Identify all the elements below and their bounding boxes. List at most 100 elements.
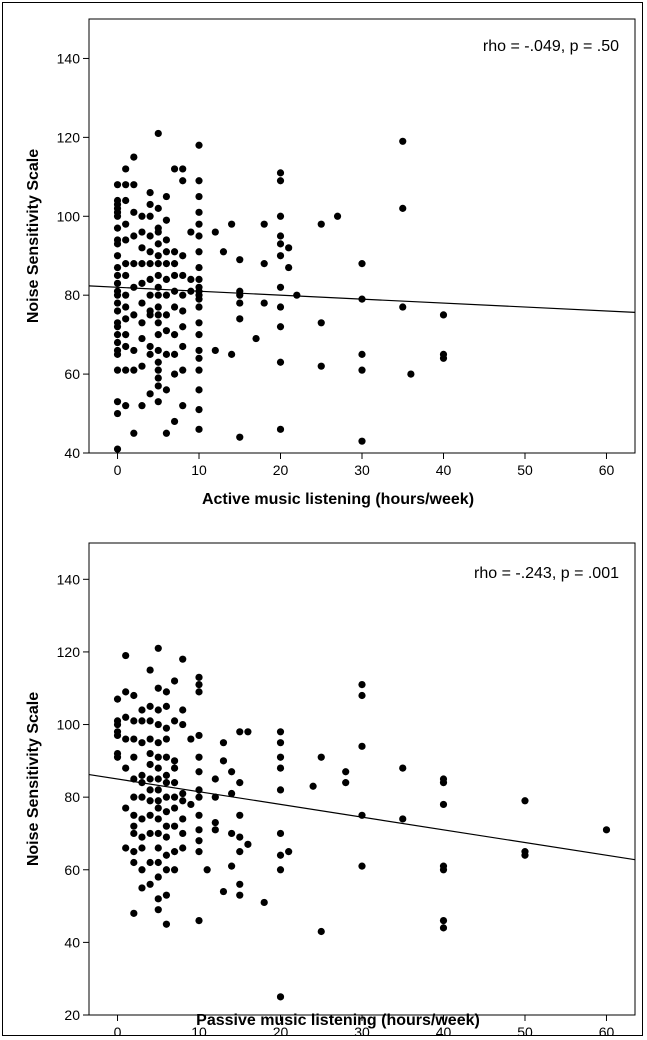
data-point xyxy=(138,833,146,841)
data-point xyxy=(195,793,203,801)
data-point xyxy=(162,735,171,743)
data-point xyxy=(179,844,187,852)
data-point xyxy=(138,260,146,268)
data-point xyxy=(179,252,187,260)
data-point xyxy=(276,866,285,874)
data-point xyxy=(195,263,203,272)
data-point xyxy=(170,822,179,830)
data-point xyxy=(113,287,122,295)
data-point xyxy=(122,331,130,339)
data-point xyxy=(113,338,122,347)
data-point xyxy=(195,917,203,925)
data-point xyxy=(170,779,179,787)
data-point xyxy=(276,252,285,260)
data-point xyxy=(162,275,171,283)
data-point xyxy=(130,366,138,374)
data-point xyxy=(358,811,366,819)
data-point xyxy=(195,837,203,845)
data-point xyxy=(211,793,219,801)
data-point xyxy=(130,260,138,268)
data-point xyxy=(276,829,285,838)
data-point xyxy=(211,346,219,355)
y-tick-label: 100 xyxy=(57,208,81,224)
data-point xyxy=(317,753,325,761)
data-point xyxy=(130,909,138,917)
data-point xyxy=(276,232,285,240)
data-point xyxy=(154,204,162,212)
data-point xyxy=(244,840,252,848)
data-point xyxy=(195,811,203,819)
data-point xyxy=(154,895,162,903)
data-point xyxy=(146,702,154,710)
data-point xyxy=(236,779,244,787)
data-point xyxy=(146,666,154,674)
x-tick-label: 50 xyxy=(517,462,533,478)
data-point xyxy=(236,433,244,441)
data-point xyxy=(162,236,171,244)
data-point xyxy=(154,775,162,783)
data-point xyxy=(113,717,122,725)
data-point xyxy=(170,717,179,725)
data-point xyxy=(187,800,195,809)
data-point xyxy=(130,429,138,437)
x-tick-label: 60 xyxy=(599,1024,615,1035)
data-point xyxy=(276,283,285,291)
data-point xyxy=(285,263,293,272)
data-point xyxy=(276,169,285,177)
data-point xyxy=(276,753,285,761)
data-point xyxy=(399,815,407,823)
data-point xyxy=(113,196,122,205)
data-point xyxy=(122,804,130,812)
data-point xyxy=(219,757,228,765)
x-tick-label: 40 xyxy=(436,462,452,478)
data-point xyxy=(138,717,146,725)
data-point xyxy=(146,786,154,794)
data-point xyxy=(113,279,122,287)
data-point xyxy=(260,299,268,307)
data-point xyxy=(130,208,138,216)
data-point xyxy=(138,706,146,714)
y-axis-label: Noise Sensitivity Scale xyxy=(25,149,42,323)
data-point xyxy=(195,331,203,339)
data-point xyxy=(122,402,130,410)
data-point xyxy=(358,295,366,303)
data-point xyxy=(228,350,236,358)
data-point xyxy=(162,808,171,816)
data-point xyxy=(195,220,203,228)
data-point xyxy=(113,307,122,315)
data-point xyxy=(170,271,179,280)
data-point xyxy=(179,177,187,185)
data-point xyxy=(236,848,244,856)
x-axis-label: Active music listening (hours/week) xyxy=(202,491,474,508)
data-point xyxy=(170,370,179,378)
data-point xyxy=(179,307,187,315)
data-point xyxy=(154,129,162,138)
data-point xyxy=(276,323,285,331)
data-point xyxy=(179,291,187,299)
data-point xyxy=(195,354,203,362)
data-point xyxy=(154,271,162,280)
data-point xyxy=(146,858,154,867)
data-point xyxy=(154,739,162,747)
data-point xyxy=(162,779,171,787)
data-point xyxy=(179,706,187,714)
data-point xyxy=(130,717,138,725)
data-point xyxy=(162,851,171,859)
data-point xyxy=(317,927,325,936)
data-point xyxy=(113,398,122,406)
data-point xyxy=(358,260,366,268)
data-point xyxy=(130,735,138,743)
data-point xyxy=(195,848,203,856)
data-point xyxy=(162,702,171,710)
data-point xyxy=(154,797,162,805)
data-point xyxy=(358,681,366,689)
data-point xyxy=(122,315,130,323)
y-tick-label: 40 xyxy=(64,445,80,461)
data-point xyxy=(276,739,285,747)
data-point xyxy=(195,303,203,311)
data-point xyxy=(203,866,211,874)
data-point xyxy=(154,829,162,838)
y-tick-label: 60 xyxy=(64,366,80,382)
data-point xyxy=(187,275,195,283)
